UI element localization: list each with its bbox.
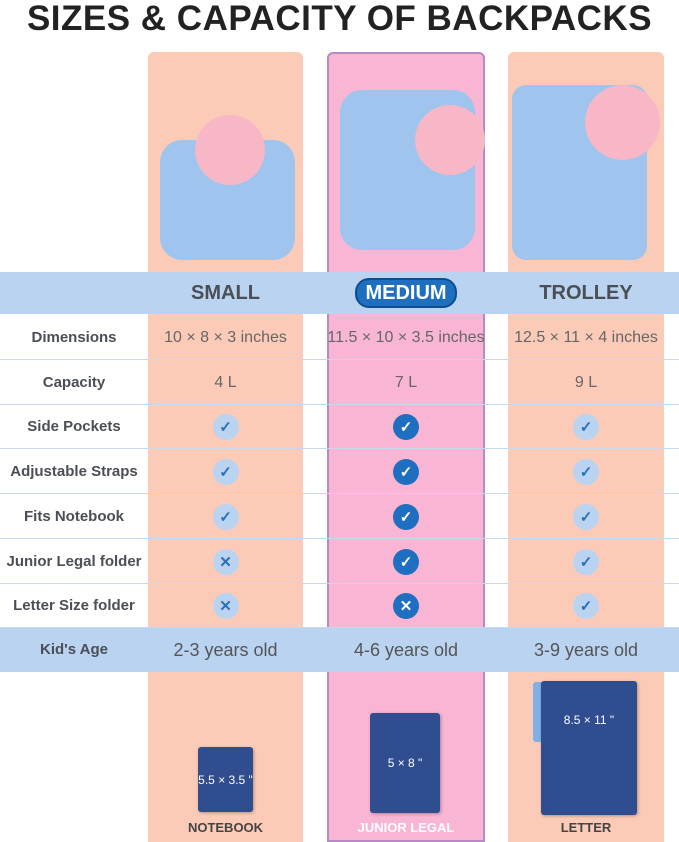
check-icon: ✓ <box>573 414 599 441</box>
medium-badge: MEDIUM <box>355 278 457 308</box>
cross-icon: ✕ <box>212 593 239 620</box>
check-icon: ✓ <box>393 459 419 486</box>
check-icon: ✓ <box>573 548 599 575</box>
trolley-unicorn-plush <box>585 85 660 160</box>
caption-notebook: NOTEBOOK <box>187 820 264 835</box>
table-row: Capacity 4 L 7 L 9 L <box>0 360 679 405</box>
age-band <box>0 628 679 672</box>
letter-size: 8.5 × 11 " <box>563 713 615 727</box>
value-trolley: 9 L <box>574 373 598 391</box>
check-icon: ✓ <box>212 459 239 486</box>
row-label: Capacity <box>42 373 106 391</box>
header-medium: MEDIUM <box>327 272 485 314</box>
check-icon: ✓ <box>573 459 599 486</box>
value-trolley: 12.5 × 11 × 4 inches <box>514 329 658 346</box>
page-title: SIZES & CAPACITY OF BACKPACKS <box>26 0 653 38</box>
table-row: Side Pockets ✓ ✓ ✓ <box>0 404 679 450</box>
cross-icon: ✕ <box>212 548 239 575</box>
table-row: Letter Size folder ✕ ✕ ✓ <box>0 583 679 629</box>
header-band <box>0 272 679 314</box>
check-icon: ✓ <box>393 548 419 575</box>
junior-legal-image: 5 × 8 " <box>370 713 440 813</box>
table-row: Dimensions 10 × 8 × 3 inches 11.5 × 10 × 3… <box>0 315 679 360</box>
table-row: Fits Notebook ✓ ✓ ✓ <box>0 494 679 539</box>
header-small: SMALL <box>191 282 260 304</box>
table-row: Junior Legal folder ✕ ✓ ✓ <box>0 539 679 584</box>
check-icon: ✓ <box>212 503 239 530</box>
medium-unicorn-plush <box>415 105 485 175</box>
row-label: Fits Notebook <box>24 507 124 525</box>
check-icon: ✓ <box>212 414 239 441</box>
row-label: Side Pockets <box>27 418 121 436</box>
row-label: Adjustable Straps <box>10 463 138 481</box>
check-icon: ✓ <box>393 503 419 530</box>
cross-icon: ✕ <box>393 593 419 620</box>
small-unicorn-plush <box>195 115 265 185</box>
notebook-image: 5.5 × 3.5 " <box>198 747 253 812</box>
row-label: Kid's Age <box>39 641 109 658</box>
value-small: 10 × 8 × 3 inches <box>164 329 287 346</box>
age-small: 2-3 years old <box>173 640 278 660</box>
age-row: Kid's Age 2-3 years old 4-6 years old 3-… <box>0 628 679 673</box>
check-icon: ✓ <box>573 503 599 530</box>
junior-legal-size: 5 × 8 " <box>387 756 423 770</box>
check-icon: ✓ <box>573 593 599 620</box>
row-label: Junior Legal folder <box>6 552 142 570</box>
caption-junior-legal: JUNIOR LEGAL <box>357 820 455 835</box>
notebook-size: 5.5 × 3.5 " <box>198 772 253 787</box>
value-medium: 11.5 × 10 × 3.5 inches <box>327 329 485 346</box>
value-small: 4 L <box>214 373 237 391</box>
letter-folder-image: 8.5 × 11 " <box>541 681 637 815</box>
value-medium: 7 L <box>394 373 418 391</box>
row-label: Letter Size folder <box>13 597 135 615</box>
header-trolley: TROLLEY <box>539 282 633 304</box>
caption-letter: LETTER <box>560 820 612 835</box>
row-label: Dimensions <box>31 329 117 346</box>
age-trolley: 3-9 years old <box>533 640 639 660</box>
check-icon: ✓ <box>393 414 419 441</box>
age-medium: 4-6 years old <box>353 640 459 660</box>
table-row: Adjustable Straps ✓ ✓ ✓ <box>0 449 679 495</box>
